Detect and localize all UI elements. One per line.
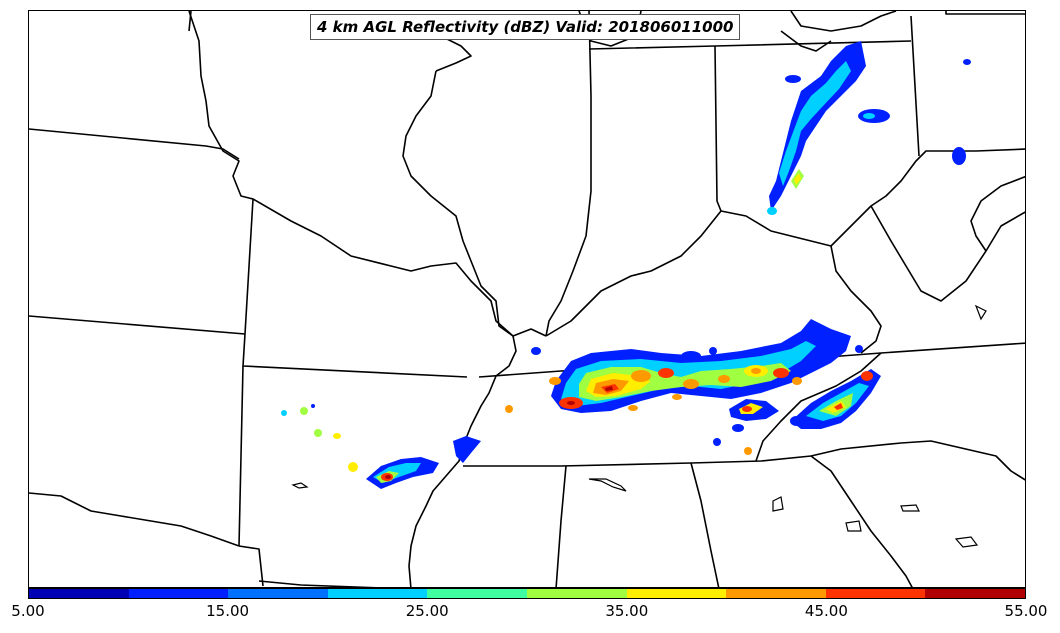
colorbar-tick-label: 5.00 bbox=[11, 602, 45, 620]
alabama-georgia-border bbox=[690, 462, 720, 587]
colorbar-segment bbox=[925, 589, 1025, 598]
map-title: 4 km AGL Reflectivity (dBZ) Valid: 20180… bbox=[310, 14, 741, 40]
map-panel bbox=[28, 10, 1026, 588]
indiana-michigan-border bbox=[588, 40, 912, 50]
radar-echoes bbox=[281, 41, 971, 489]
arkansas-west-border bbox=[238, 365, 244, 547]
mississippi-alabama-border bbox=[555, 465, 567, 587]
lake-5 bbox=[974, 304, 987, 321]
kansas-oklahoma-border bbox=[29, 315, 246, 335]
lake-1 bbox=[588, 478, 627, 492]
colorbar-segment bbox=[228, 589, 328, 598]
illinois-border bbox=[402, 70, 547, 337]
texas-oklahoma-red-river bbox=[29, 492, 240, 547]
colorbar-segment bbox=[526, 589, 627, 598]
georgia-sc-border bbox=[810, 455, 913, 587]
lake-7 bbox=[845, 520, 862, 532]
ohio-pa-border bbox=[910, 15, 920, 157]
missouri-arkansas-border bbox=[242, 333, 468, 378]
wv-border bbox=[870, 205, 1025, 302]
lake-4 bbox=[954, 536, 979, 548]
echo-tennessee bbox=[505, 319, 863, 413]
lake-6 bbox=[900, 504, 920, 512]
echo-arkansas bbox=[281, 404, 481, 489]
map-canvas bbox=[29, 11, 1025, 587]
tennessee-nc-border bbox=[755, 352, 882, 462]
iowa-illinois-river bbox=[188, 11, 192, 32]
colorbar bbox=[28, 588, 1026, 599]
lake-erie-2 bbox=[780, 30, 832, 52]
lake-erie bbox=[790, 11, 897, 32]
indiana-ohio-border bbox=[714, 45, 722, 212]
colorbar-segment bbox=[726, 589, 826, 598]
colorbar-segment bbox=[128, 589, 229, 598]
colorbar-segment bbox=[327, 589, 428, 598]
lake-3 bbox=[772, 496, 784, 512]
colorbar-segment bbox=[626, 589, 727, 598]
kentucky-virginia-border bbox=[830, 245, 882, 354]
colorbar-segment bbox=[825, 589, 926, 598]
wv-east bbox=[970, 175, 1025, 252]
louisiana-mississippi bbox=[258, 580, 377, 587]
colorbar-tick-label: 35.00 bbox=[605, 602, 649, 620]
colorbar-tick-label: 55.00 bbox=[1004, 602, 1048, 620]
colorbar-segment bbox=[427, 589, 527, 598]
colorbar-tick-label: 25.00 bbox=[405, 602, 449, 620]
state-boundaries bbox=[29, 11, 1025, 587]
iowa-missouri-border bbox=[29, 128, 240, 160]
colorbar-segment bbox=[29, 589, 129, 598]
ohio-river bbox=[545, 148, 1025, 337]
colorbar-tick-label: 45.00 bbox=[804, 602, 848, 620]
tennessee-south-border bbox=[463, 455, 812, 467]
nc-sc-border bbox=[810, 440, 1025, 481]
lake-2 bbox=[291, 482, 309, 489]
echo-east-tennessee bbox=[713, 369, 881, 455]
ny-border bbox=[945, 11, 1025, 15]
mississippi-river bbox=[188, 11, 517, 587]
missouri-west-border bbox=[244, 198, 254, 335]
illinois-indiana-border bbox=[545, 11, 592, 337]
water-features bbox=[291, 304, 987, 548]
arkansas-louisiana-border bbox=[238, 545, 264, 587]
colorbar-tick-label: 15.00 bbox=[206, 602, 250, 620]
echo-ohio bbox=[767, 41, 971, 215]
